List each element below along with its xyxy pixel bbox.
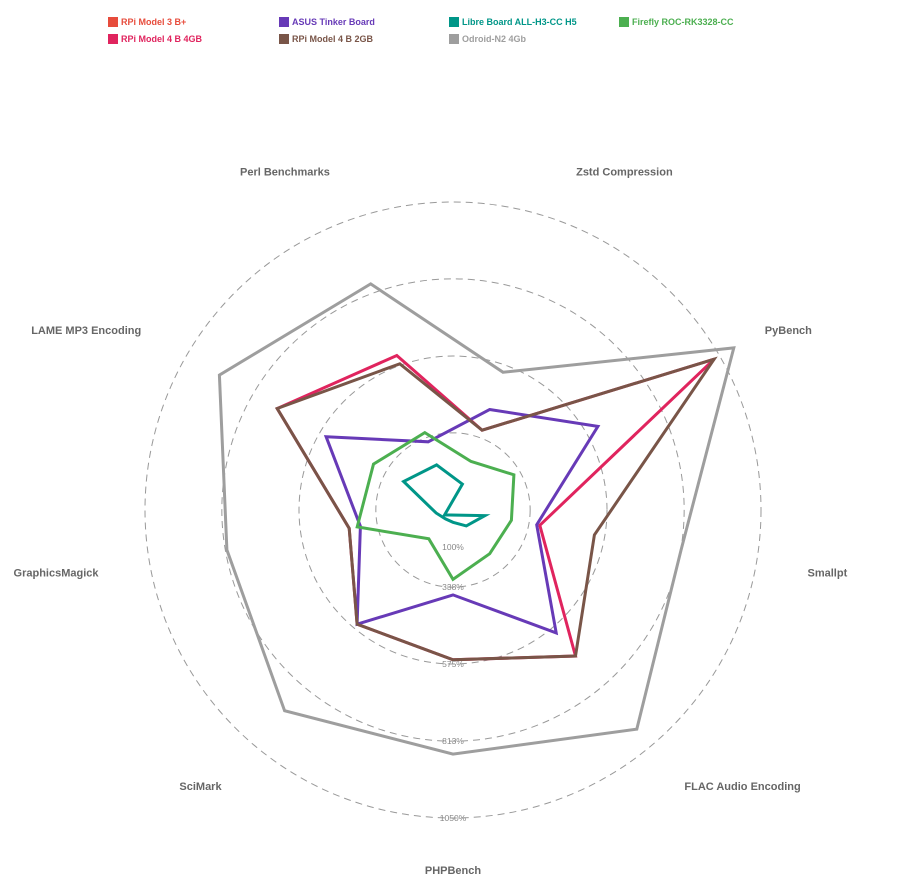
- grid-ring-3: [221, 278, 685, 742]
- legend-label: Libre Board ALL-H3-CC H5: [462, 17, 577, 27]
- legend-item[interactable]: RPi Model 4 B 4GB: [108, 34, 202, 44]
- legend-item[interactable]: ASUS Tinker Board: [279, 17, 375, 27]
- series-line-libre-board-all-h3-cc-h5: [401, 463, 491, 528]
- legend-swatch: [108, 34, 118, 44]
- tick-label: 813%: [442, 736, 464, 746]
- legend-label: Odroid-N2 4Gb: [462, 34, 527, 44]
- series-line-rpi-model-4-b-2gb: [274, 356, 718, 662]
- legend-item[interactable]: Odroid-N2 4Gb: [449, 34, 526, 44]
- axis-labels: Zstd Compression PyBench Smallpt FLAC Audio…: [14, 167, 848, 874]
- radar-series: [217, 282, 736, 756]
- legend-swatch: [449, 17, 459, 27]
- axis-label: Perl Benchmarks: [240, 167, 330, 179]
- legend-label: RPi Model 4 B 2GB: [292, 34, 374, 44]
- grid-ring-2: [298, 355, 608, 665]
- legend-label: ASUS Tinker Board: [292, 17, 375, 27]
- legend-swatch: [449, 34, 459, 44]
- legend-swatch: [279, 17, 289, 27]
- axis-label: Zstd Compression: [576, 167, 673, 179]
- series-line-asus-tinker-board: [323, 407, 601, 636]
- tick-label: 1050%: [440, 813, 467, 823]
- radial-tick-labels: 100% 338% 575% 813% 1050%: [440, 542, 467, 823]
- chart-legend: RPi Model 3 B+ RPi Model 4 B 4GB ASUS Tink…: [0, 0, 910, 60]
- radar-grid: [144, 201, 762, 819]
- grid-ring-1: [375, 432, 531, 588]
- legend-item[interactable]: Libre Board ALL-H3-CC H5: [449, 17, 577, 27]
- axis-label: LAME MP3 Encoding: [31, 325, 141, 337]
- legend-item[interactable]: RPi Model 4 B 2GB: [279, 34, 373, 44]
- legend-swatch: [619, 17, 629, 27]
- legend-swatch: [279, 34, 289, 44]
- series-line-odroid-n2-4gb: [217, 282, 736, 756]
- legend-label: Firefly ROC-RK3328-CC: [632, 17, 734, 27]
- legend-swatch: [108, 17, 118, 27]
- series-line-rpi-model-4-b-4gb: [275, 353, 716, 662]
- axis-label: PHPBench: [425, 865, 482, 874]
- axis-label: Smallpt: [808, 568, 848, 580]
- legend-label: RPi Model 4 B 4GB: [121, 34, 203, 44]
- legend-item[interactable]: RPi Model 3 B+: [108, 17, 186, 27]
- grid-ring-4: [144, 201, 762, 819]
- tick-label: 575%: [442, 659, 464, 669]
- axis-label: FLAC Audio Encoding: [684, 781, 800, 793]
- axis-label: GraphicsMagick: [14, 568, 100, 580]
- legend-label: RPi Model 3 B+: [121, 17, 187, 27]
- legend-item[interactable]: Firefly ROC-RK3328-CC: [619, 17, 734, 27]
- tick-label: 338%: [442, 582, 464, 592]
- axis-label: SciMark: [179, 781, 222, 793]
- series-line-firefly-roc-rk3328-cc: [355, 430, 516, 582]
- tick-label: 100%: [442, 542, 464, 552]
- axis-label: PyBench: [765, 325, 812, 337]
